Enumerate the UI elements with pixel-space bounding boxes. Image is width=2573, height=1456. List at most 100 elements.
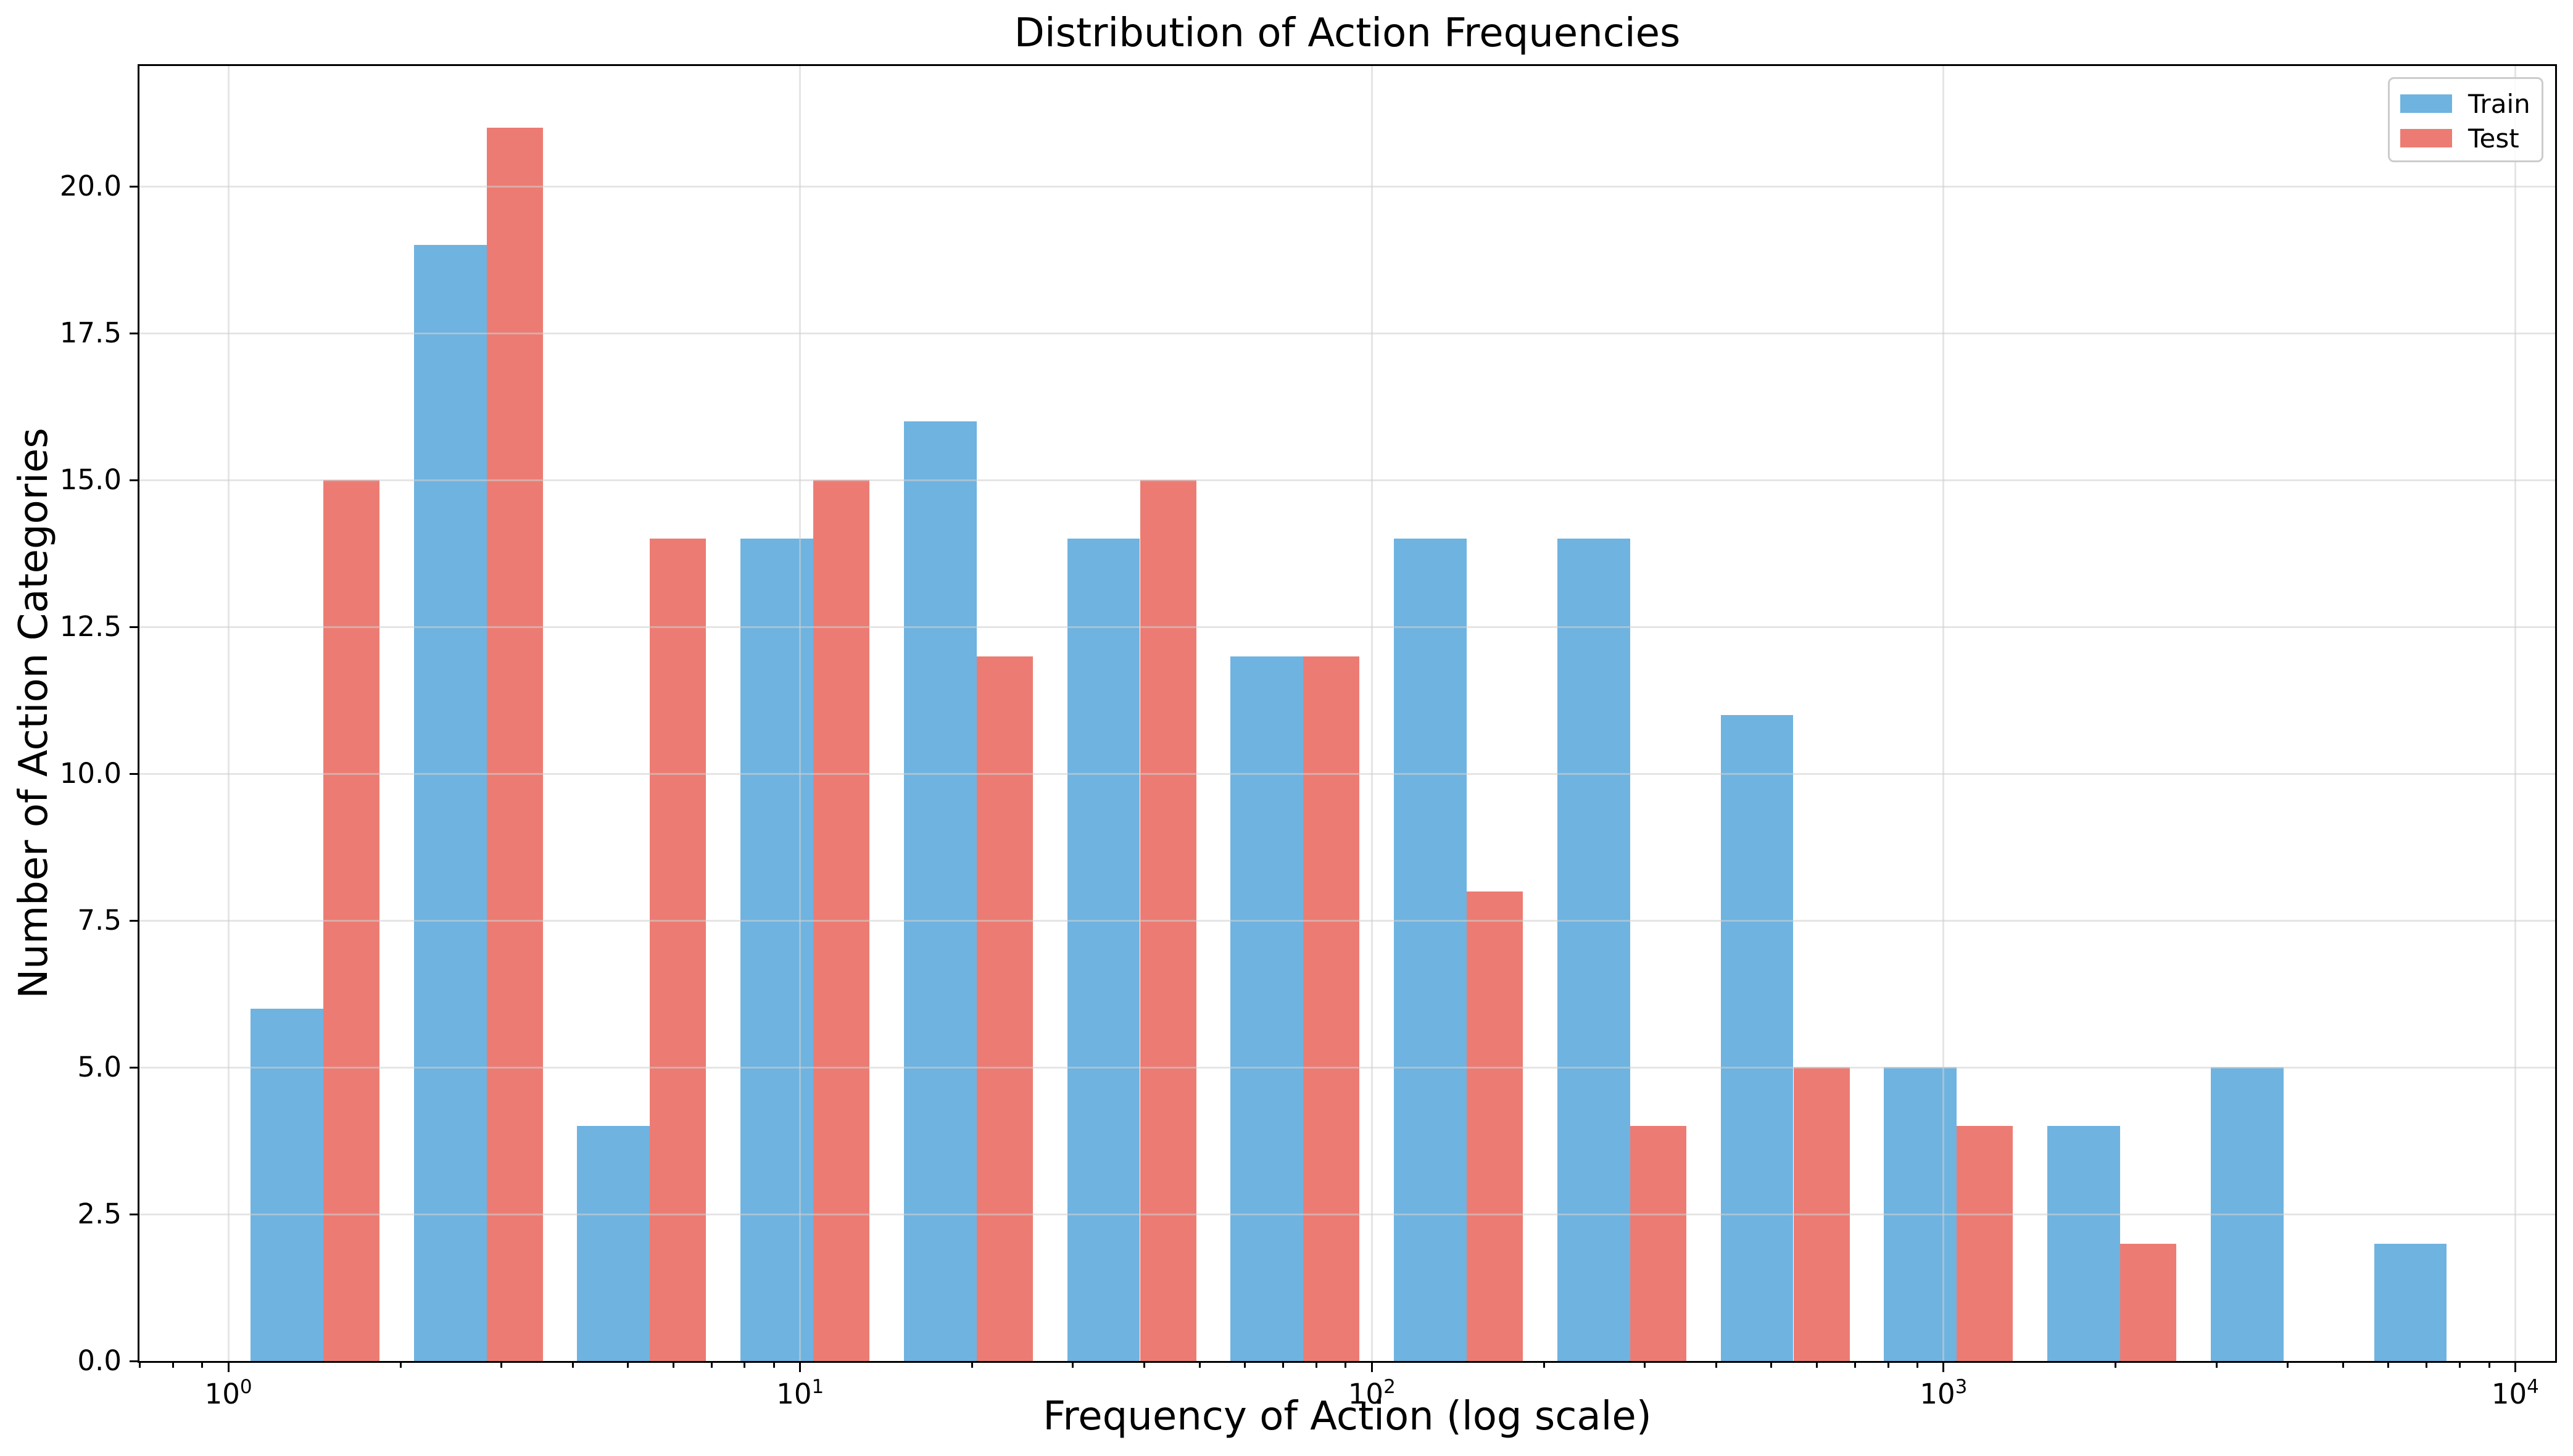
legend-row-test: Test (2400, 122, 2542, 154)
y-gridline-10.0 (139, 772, 2555, 775)
x-gridline-10e2 (1370, 66, 1373, 1361)
test-bar-bin11 (1957, 1126, 2013, 1361)
y-tick-17.5 (130, 332, 139, 334)
train-bar-bin10 (1720, 714, 1794, 1361)
x-gridline-10e0 (227, 66, 230, 1361)
train-bar-bin6 (1067, 539, 1140, 1361)
y-tick-0.0 (130, 1360, 139, 1362)
x-minor-tick-7e1 (1282, 1362, 1285, 1368)
train-bar-bin12 (2047, 1126, 2120, 1361)
x-axis-label: Frequency of Action (log scale) (1043, 1394, 1652, 1439)
x-minor-tick-3e0 (500, 1362, 502, 1368)
x-minor-tick-2e0 (399, 1362, 402, 1368)
y-tick-10.0 (130, 772, 139, 775)
x-tick-label-10e3: 103 (1920, 1376, 1968, 1410)
plot-area (139, 66, 2555, 1361)
x-tick-label-10e4: 104 (2491, 1376, 2539, 1410)
x-minor-tick-6e1 (1244, 1362, 1246, 1368)
y-tick-label-20.0: 20.0 (59, 170, 122, 203)
x-minor-tick-5e0 (627, 1362, 629, 1368)
y-gridline-5.0 (139, 1066, 2555, 1069)
x-gridline-10e4 (2514, 66, 2516, 1361)
y-tick-7.5 (130, 919, 139, 922)
x-tick-10e1 (799, 1362, 802, 1372)
x-tick-10e0 (227, 1362, 230, 1372)
x-minor-tick-9e2 (1916, 1362, 1918, 1368)
x-minor-tick-9e1 (1345, 1362, 1347, 1368)
x-minor-tick-4e3 (2287, 1362, 2289, 1368)
grid-layer (139, 66, 2555, 1361)
x-tick-label-10e0: 100 (204, 1376, 252, 1410)
y-tick-label-15.0: 15.0 (59, 463, 122, 497)
y-tick-15.0 (130, 479, 139, 481)
y-tick-12.5 (130, 626, 139, 628)
y-tick-label-2.5: 2.5 (77, 1197, 122, 1230)
x-minor-tick-8e2 (1887, 1362, 1889, 1368)
test-bar-bin12 (2120, 1243, 2177, 1361)
y-tick-label-0.0: 0.0 (77, 1344, 122, 1377)
x-minor-tick-6e2 (1815, 1362, 1818, 1368)
y-tick-label-10.0: 10.0 (59, 757, 122, 790)
y-gridline-2.5 (139, 1213, 2555, 1215)
y-gridline-20.0 (139, 185, 2555, 188)
y-gridline-7.5 (139, 919, 2555, 922)
train-bar-bin2 (413, 245, 487, 1361)
chart-title: Distribution of Action Frequencies (1014, 10, 1681, 56)
y-tick-5.0 (130, 1066, 139, 1069)
x-minor-tick-2e2 (1543, 1362, 1545, 1368)
x-minor-tick-8e3 (2459, 1362, 2461, 1368)
x-minor-tick-4e1 (1143, 1362, 1146, 1368)
x-minor-tick-2e1 (971, 1362, 974, 1368)
y-tick-label-17.5: 17.5 (59, 316, 122, 350)
x-minor-tick-7e3 (2426, 1362, 2428, 1368)
train-bar-bin4 (740, 539, 813, 1361)
x-minor-tick-8e0 (744, 1362, 746, 1368)
x-tick-10e4 (2514, 1362, 2516, 1372)
x-minor-tick-9e-1 (201, 1362, 204, 1368)
train-bar-bin9 (1557, 539, 1630, 1361)
x-minor-tick-5e2 (1770, 1362, 1773, 1368)
y-tick-label-12.5: 12.5 (59, 610, 122, 643)
x-minor-tick-7e0 (710, 1362, 713, 1368)
y-gridline-15.0 (139, 479, 2555, 481)
test-bar-bin8 (1467, 891, 1523, 1361)
x-minor-tick-5e1 (1198, 1362, 1201, 1368)
x-minor-tick-3e1 (1072, 1362, 1074, 1368)
x-tick-10e3 (1942, 1362, 1945, 1372)
legend-row-train: Train (2400, 88, 2542, 120)
x-minor-tick-5e3 (2342, 1362, 2344, 1368)
x-minor-tick-8e1 (1316, 1362, 1317, 1368)
y-gridline-17.5 (139, 332, 2555, 334)
x-minor-tick-6e3 (2387, 1362, 2390, 1368)
test-bar-bin3 (650, 539, 706, 1361)
train-bar-bin14 (2374, 1243, 2447, 1361)
x-gridline-10e1 (799, 66, 802, 1361)
x-minor-tick-4e0 (571, 1362, 574, 1368)
x-minor-tick-9e0 (773, 1362, 775, 1368)
test-legend-label: Test (2468, 123, 2519, 154)
x-minor-tick-7e2 (1854, 1362, 1856, 1368)
y-tick-2.5 (130, 1213, 139, 1215)
x-minor-tick-3e3 (2215, 1362, 2218, 1368)
test-legend-swatch (2400, 129, 2452, 147)
train-bar-bin3 (577, 1126, 650, 1361)
y-tick-20.0 (130, 185, 139, 188)
x-tick-label-10e1: 101 (776, 1376, 824, 1410)
x-minor-tick-7e-1 (139, 1362, 141, 1368)
test-bar-bin9 (1630, 1126, 1686, 1361)
train-legend-label: Train (2468, 88, 2530, 119)
x-minor-tick-4e2 (1715, 1362, 1717, 1368)
train-bar-bin5 (903, 421, 977, 1361)
x-tick-label-10e2: 102 (1348, 1376, 1396, 1410)
x-minor-tick-6e0 (672, 1362, 674, 1368)
x-minor-tick-3e2 (1643, 1362, 1646, 1368)
x-gridline-10e3 (1942, 66, 1945, 1361)
x-minor-tick-8e-1 (172, 1362, 174, 1368)
y-tick-label-7.5: 7.5 (77, 904, 122, 937)
x-minor-tick-2e3 (2115, 1362, 2117, 1368)
y-tick-label-5.0: 5.0 (77, 1051, 122, 1083)
train-legend-swatch (2400, 94, 2452, 113)
x-minor-tick-9e3 (2488, 1362, 2490, 1368)
train-bar-bin8 (1394, 539, 1467, 1361)
